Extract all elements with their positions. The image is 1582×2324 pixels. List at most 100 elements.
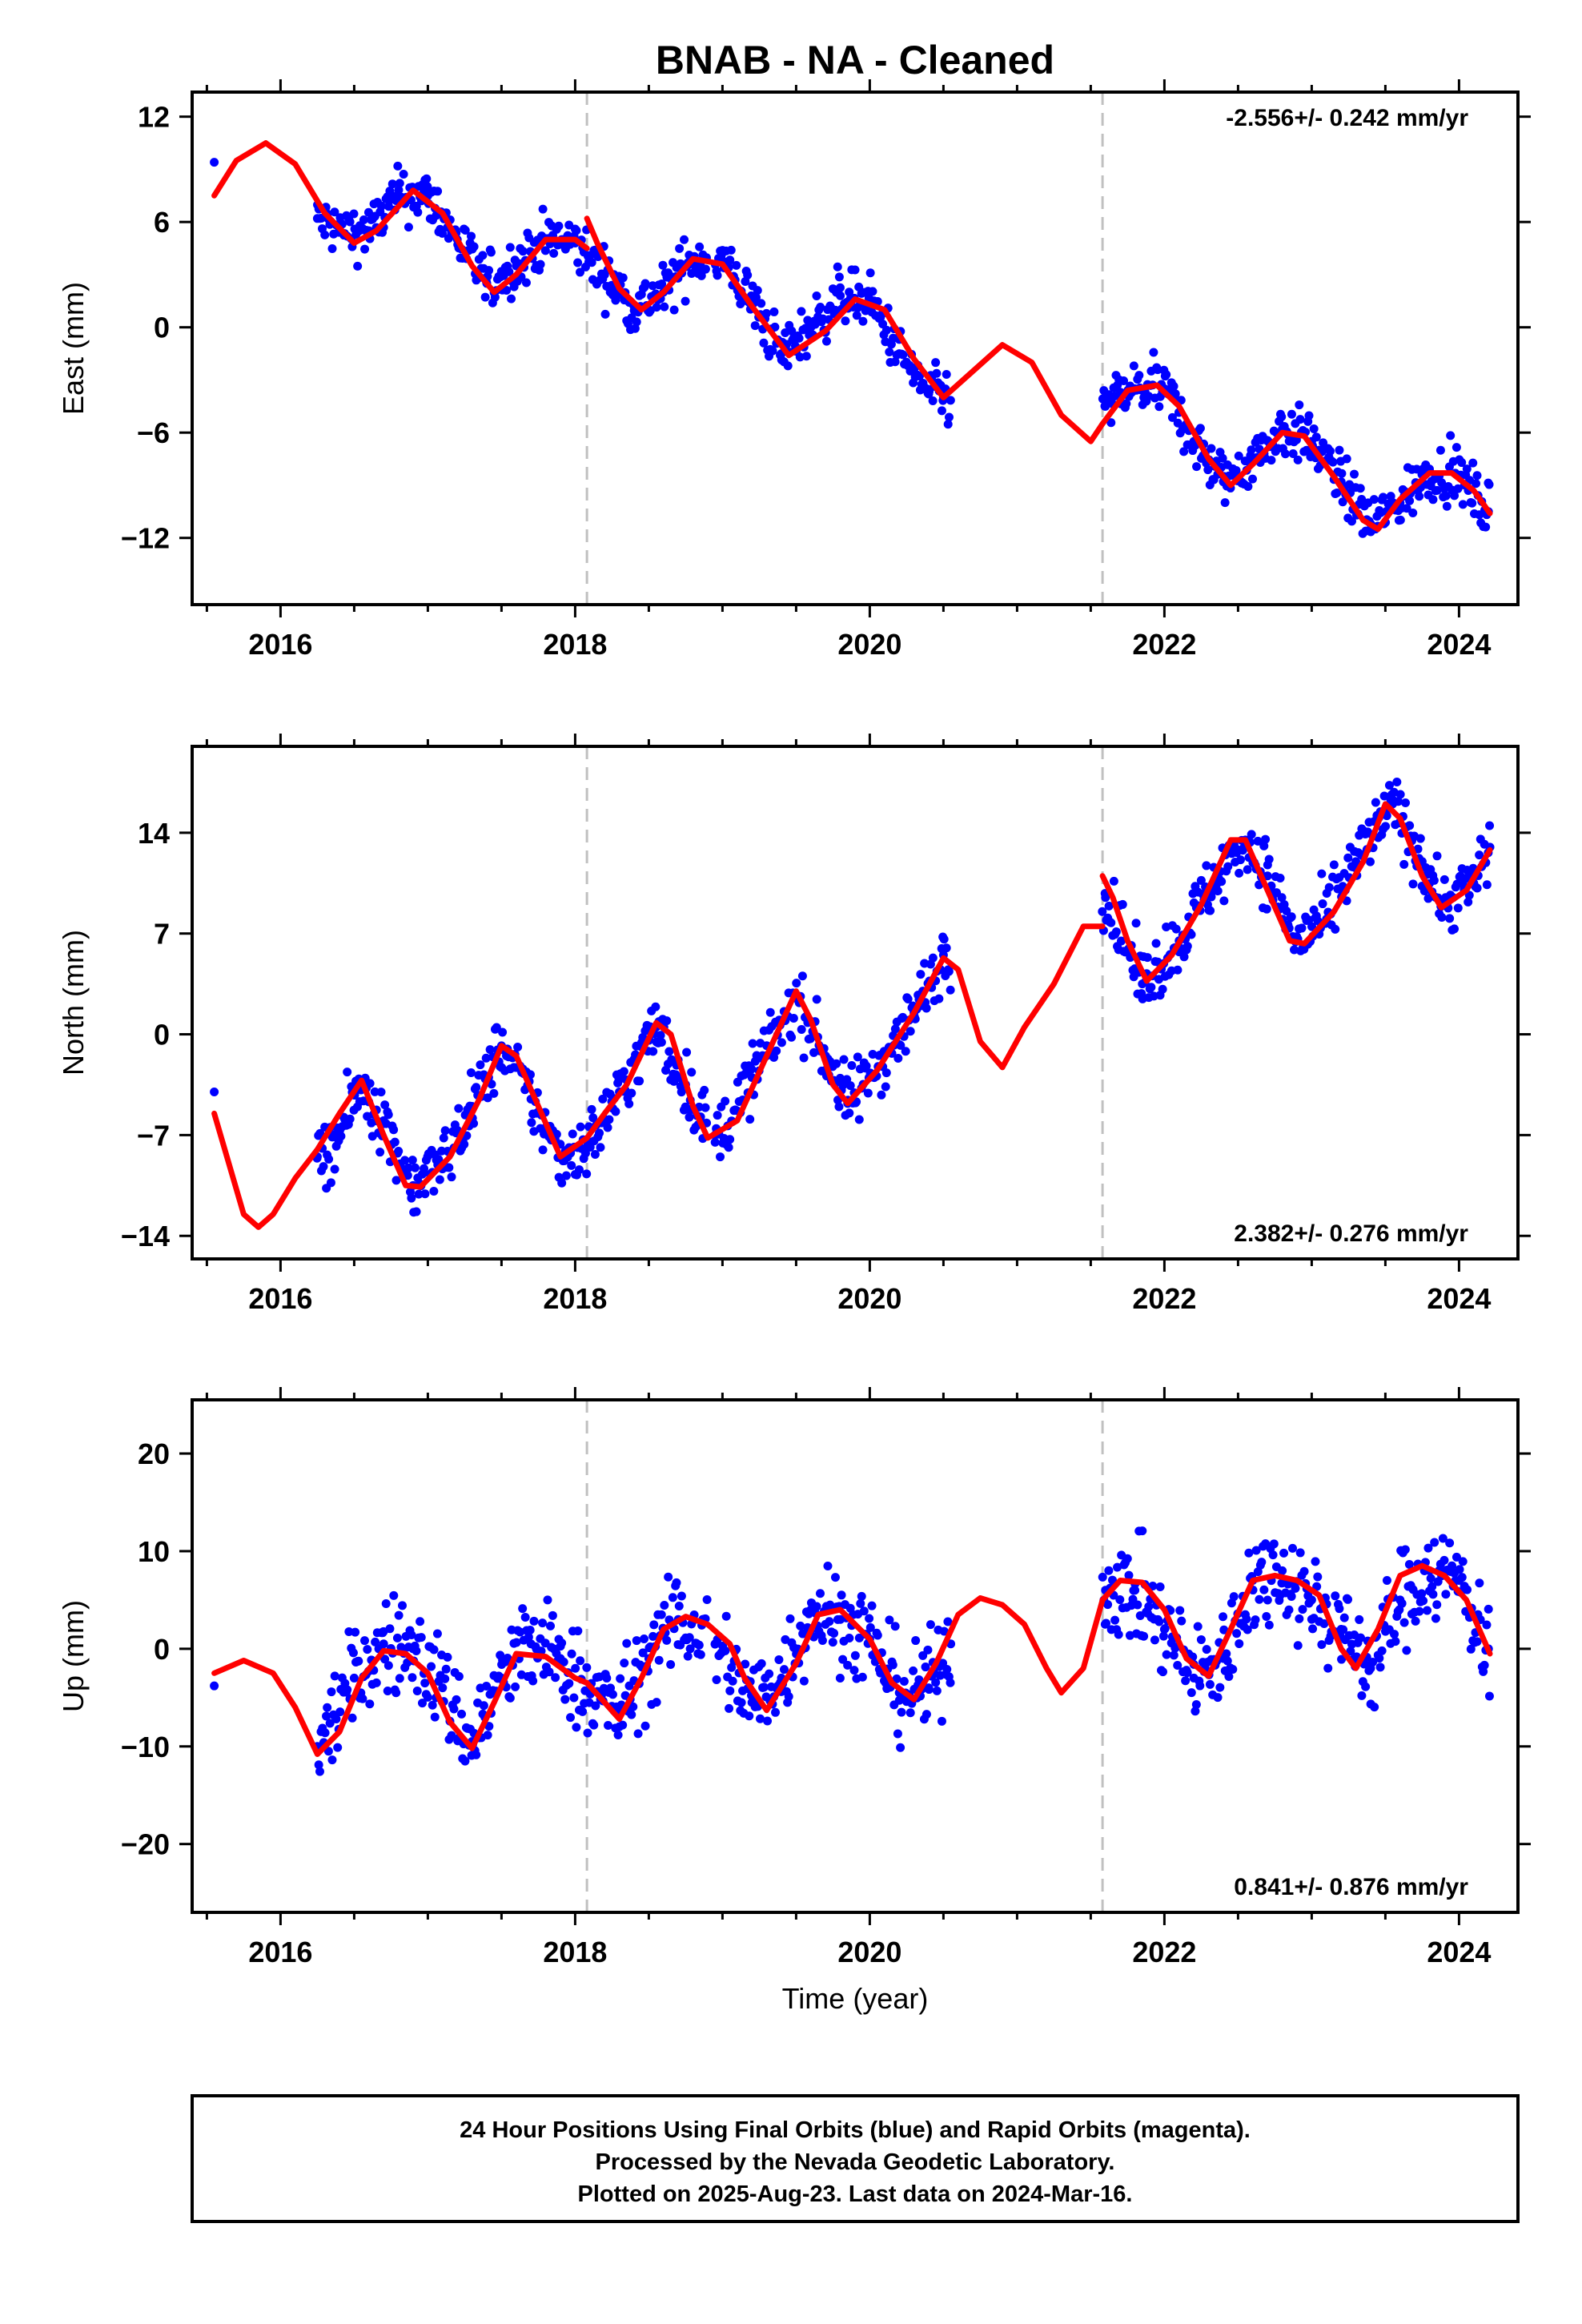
data-point [1279,1548,1289,1558]
data-point [1458,1557,1468,1566]
data-point [898,350,908,360]
data-point [1339,1625,1348,1634]
y-tick-label: −7 [137,1119,170,1152]
data-point [1482,880,1492,890]
data-point [828,1638,837,1647]
data-point [1457,458,1467,468]
data-point [757,299,766,308]
data-point [765,1669,774,1679]
data-point [376,201,386,211]
data-point [375,1148,385,1157]
data-point [1437,913,1447,923]
data-point [1415,834,1425,843]
data-point [1395,515,1405,525]
data-point [812,291,821,300]
data-point [602,1673,612,1683]
data-point [1484,480,1494,489]
data-point [924,1685,934,1695]
data-point [1191,1707,1200,1716]
data-point [483,1093,492,1103]
data-point [1213,1693,1223,1703]
data-point [1438,1534,1447,1543]
data-point [665,1047,674,1056]
data-point [630,324,640,333]
data-point [1195,1681,1205,1691]
data-point [1357,495,1367,505]
data-point [1382,1576,1391,1586]
data-point [724,1143,733,1152]
data-point [383,1110,393,1120]
data-point [1222,1649,1231,1659]
data-point [1107,1575,1117,1585]
data-point [604,1720,613,1730]
data-point [619,1067,628,1076]
data-point [1243,865,1252,875]
data-point [1390,1630,1399,1639]
model-curve [1099,801,1493,984]
data-points [210,1526,1494,1776]
data-point [830,1573,840,1582]
data-point [664,1572,673,1582]
data-point [1263,1595,1272,1605]
data-point [1371,798,1380,807]
x-axis-label: Time (year) [782,1982,929,2015]
data-point [559,1657,568,1667]
data-point [365,1079,375,1088]
footer-frame [191,2094,1520,2223]
footer-line-3: Plotted on 2025-Aug-23. Last data on 202… [578,2181,1133,2207]
data-point [1124,1570,1134,1580]
data-point [1288,449,1298,459]
data-point [613,1731,623,1740]
data-point [583,1728,592,1738]
data-point [1452,1552,1461,1562]
data-point [1408,879,1418,889]
data-point [843,1660,853,1670]
data-point [398,1601,408,1610]
data-point [353,261,363,271]
y-tick-label: 10 [138,1535,170,1568]
data-point [1339,1613,1349,1622]
data-point [921,1003,931,1013]
data-point [383,1686,392,1695]
data-point [700,1085,709,1095]
data-point [1215,1683,1225,1692]
data-point [1399,859,1409,869]
data-point [1175,1606,1185,1615]
data-point [1480,1660,1489,1670]
data-point [343,1068,352,1077]
y-tick-label: 0 [154,1019,170,1051]
y-tick-label: 20 [138,1437,170,1470]
data-point [825,1617,834,1626]
data-point [1253,836,1263,846]
data-point [942,369,951,379]
data-point [1251,1546,1261,1555]
data-point [466,1068,476,1078]
data-point [498,1027,508,1037]
data-point [1379,791,1389,801]
data-point [359,1636,369,1646]
data-point [656,1031,665,1040]
data-point [1098,1572,1107,1582]
data-point [1146,983,1156,992]
data-point [413,207,423,217]
data-point [1485,821,1495,830]
x-tick-label: 2020 [837,1936,901,1968]
data-point [568,1129,577,1139]
data-point [536,259,545,269]
data-point [1202,861,1211,870]
data-point [1405,496,1415,505]
data-point [587,1104,596,1114]
data-point [443,1652,452,1662]
data-point [440,1674,450,1683]
data-point [1475,1578,1484,1588]
data-point [1229,1592,1239,1602]
data-point [881,1082,890,1092]
data-point [943,420,953,429]
data-point [1110,1615,1120,1625]
data-point [666,1659,676,1669]
data-point [1219,1625,1229,1634]
data-point [478,251,488,260]
data-point [890,357,900,367]
data-point [320,1728,330,1738]
data-point [628,1702,638,1711]
